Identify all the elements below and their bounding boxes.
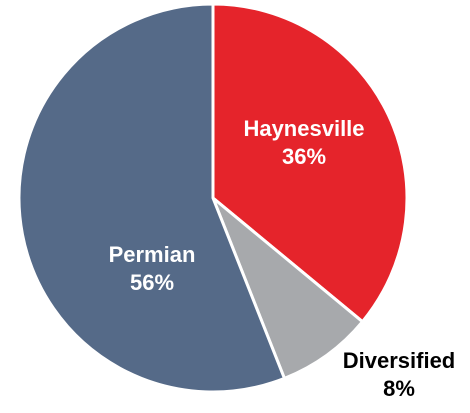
slice-label-diversified: Diversified 8% bbox=[343, 348, 456, 401]
pie-slice-diversified bbox=[211, 196, 364, 380]
pie-slice-permian bbox=[17, 2, 286, 394]
slice-name-haynesville: Haynesville bbox=[243, 116, 364, 141]
slice-label-permian: Permian 56% bbox=[109, 242, 196, 295]
slice-value-diversified: 8% bbox=[383, 376, 415, 401]
slice-label-haynesville: Haynesville 36% bbox=[243, 116, 364, 169]
slice-name-diversified: Diversified bbox=[343, 348, 456, 373]
pie-labels: Haynesville 36% Diversified 8% Permian 56% bbox=[109, 116, 456, 401]
pie-slices bbox=[17, 2, 409, 394]
slice-value-permian: 56% bbox=[130, 270, 174, 295]
slice-name-permian: Permian bbox=[109, 242, 196, 267]
pie-slice-haynesville bbox=[211, 2, 409, 324]
slice-value-haynesville: 36% bbox=[282, 144, 326, 169]
